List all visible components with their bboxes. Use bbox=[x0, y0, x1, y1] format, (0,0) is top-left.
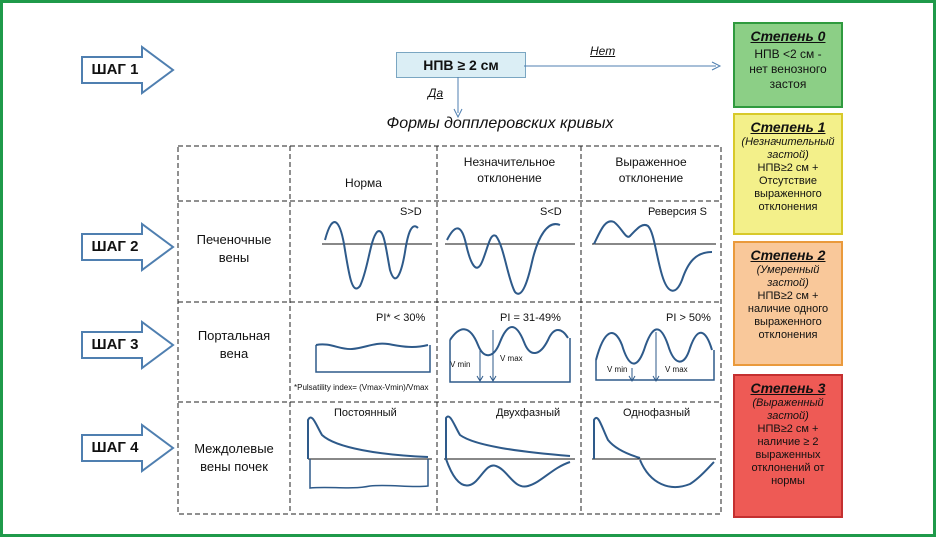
step-3-label: ШАГ 3 bbox=[91, 336, 139, 353]
degree-1-title: Степень 1 bbox=[750, 119, 826, 135]
degree-1-subtitle: (Незначительный застой) bbox=[741, 136, 835, 161]
degree-0-title: Степень 0 bbox=[750, 28, 826, 44]
hepatic-mild-label: S<D bbox=[540, 206, 562, 218]
row-header-renal: Междолевые вены почек bbox=[194, 441, 274, 474]
portal-mild-label: PI = 31-49% bbox=[500, 312, 561, 324]
column-header-normal: Норма bbox=[345, 176, 382, 190]
step-4-arrow: ШАГ 4 bbox=[80, 423, 175, 473]
vmax-label-mild: V max bbox=[500, 354, 523, 363]
degree-0-box: Степень 0 НПВ <2 см - нет венозного заст… bbox=[733, 22, 843, 108]
renal-severe-label: Однофазный bbox=[623, 407, 691, 419]
vmin-label-mild: V min bbox=[450, 360, 471, 369]
degree-2-text: НПВ≥2 см + наличие одного выраженного от… bbox=[747, 290, 829, 341]
portal-mild-box bbox=[449, 338, 571, 383]
degree-2-subtitle: (Умеренный застой) bbox=[756, 264, 820, 289]
renal-normal-curve bbox=[307, 416, 429, 459]
forms-title: Формы допплеровских кривых bbox=[386, 115, 614, 132]
no-label: Нет bbox=[590, 44, 616, 58]
yes-label: Да bbox=[428, 86, 444, 100]
degree-3-subtitle: (Выраженный застой) bbox=[752, 397, 824, 422]
renal-mild-label: Двухфазный bbox=[496, 407, 561, 419]
degree-2-box: Степень 2 (Умеренный застой) НПВ≥2 см + … bbox=[733, 241, 843, 366]
pulsatility-note: *Pulsatility index= (Vmax-Vmin)/Vmax bbox=[294, 383, 429, 392]
step-1-arrow: ШАГ 1 bbox=[80, 45, 175, 95]
renal-severe-lower bbox=[639, 459, 715, 488]
portal-severe-label: PI > 50% bbox=[666, 312, 711, 324]
degree-3-box: Степень 3 (Выраженный застой) НПВ≥2 см +… bbox=[733, 374, 843, 518]
hepatic-severe-curve bbox=[593, 220, 713, 292]
portal-normal-box bbox=[315, 345, 431, 373]
degree-3-title: Степень 3 bbox=[750, 380, 826, 396]
degree-1-text: НПВ≥2 см + Отсутствие выраженного отклон… bbox=[754, 162, 822, 213]
hepatic-normal-label: S>D bbox=[400, 206, 422, 218]
step-2-label: ШАГ 2 bbox=[91, 238, 139, 255]
hepatic-severe-label: Реверсия S bbox=[648, 206, 707, 218]
degree-3-text: НПВ≥2 см + наличие ≥ 2 выраженных отклон… bbox=[751, 423, 825, 487]
hepatic-normal-curve bbox=[324, 221, 419, 290]
renal-mild-curve bbox=[445, 415, 571, 459]
portal-severe-curve bbox=[595, 328, 713, 365]
step-2-arrow: ШАГ 2 bbox=[80, 222, 175, 272]
npv-box: НПВ ≥ 2 см bbox=[396, 52, 526, 78]
renal-mild-lower bbox=[445, 458, 571, 488]
step-1-label: ШАГ 1 bbox=[91, 61, 139, 78]
portal-normal-label: PI* < 30% bbox=[376, 312, 426, 324]
step-4-label: ШАГ 4 bbox=[91, 439, 139, 456]
portal-normal-curve bbox=[315, 342, 429, 351]
renal-normal-label: Постоянный bbox=[334, 407, 397, 419]
vmin-label-severe: V min bbox=[607, 365, 628, 374]
step-3-arrow: ШАГ 3 bbox=[80, 320, 175, 370]
renal-normal-lower bbox=[309, 459, 429, 489]
vmax-label-severe: V max bbox=[665, 365, 688, 374]
hepatic-mild-curve bbox=[446, 223, 561, 295]
column-header-severe: Выраженное отклонение bbox=[615, 155, 687, 185]
degree-0-text: НПВ <2 см - нет венозного застоя bbox=[749, 47, 827, 91]
renal-severe-curve bbox=[593, 417, 641, 459]
portal-mild-curve bbox=[449, 326, 569, 357]
portal-severe-box bbox=[595, 350, 715, 381]
degree-2-title: Степень 2 bbox=[750, 247, 826, 263]
row-header-hepatic: Печеночные вены bbox=[196, 232, 272, 265]
row-header-portal: Портальная вена bbox=[197, 328, 271, 361]
column-header-mild: Незначительное отклонение bbox=[463, 155, 556, 185]
degree-1-box: Степень 1 (Незначительный застой) НПВ≥2 … bbox=[733, 113, 843, 235]
